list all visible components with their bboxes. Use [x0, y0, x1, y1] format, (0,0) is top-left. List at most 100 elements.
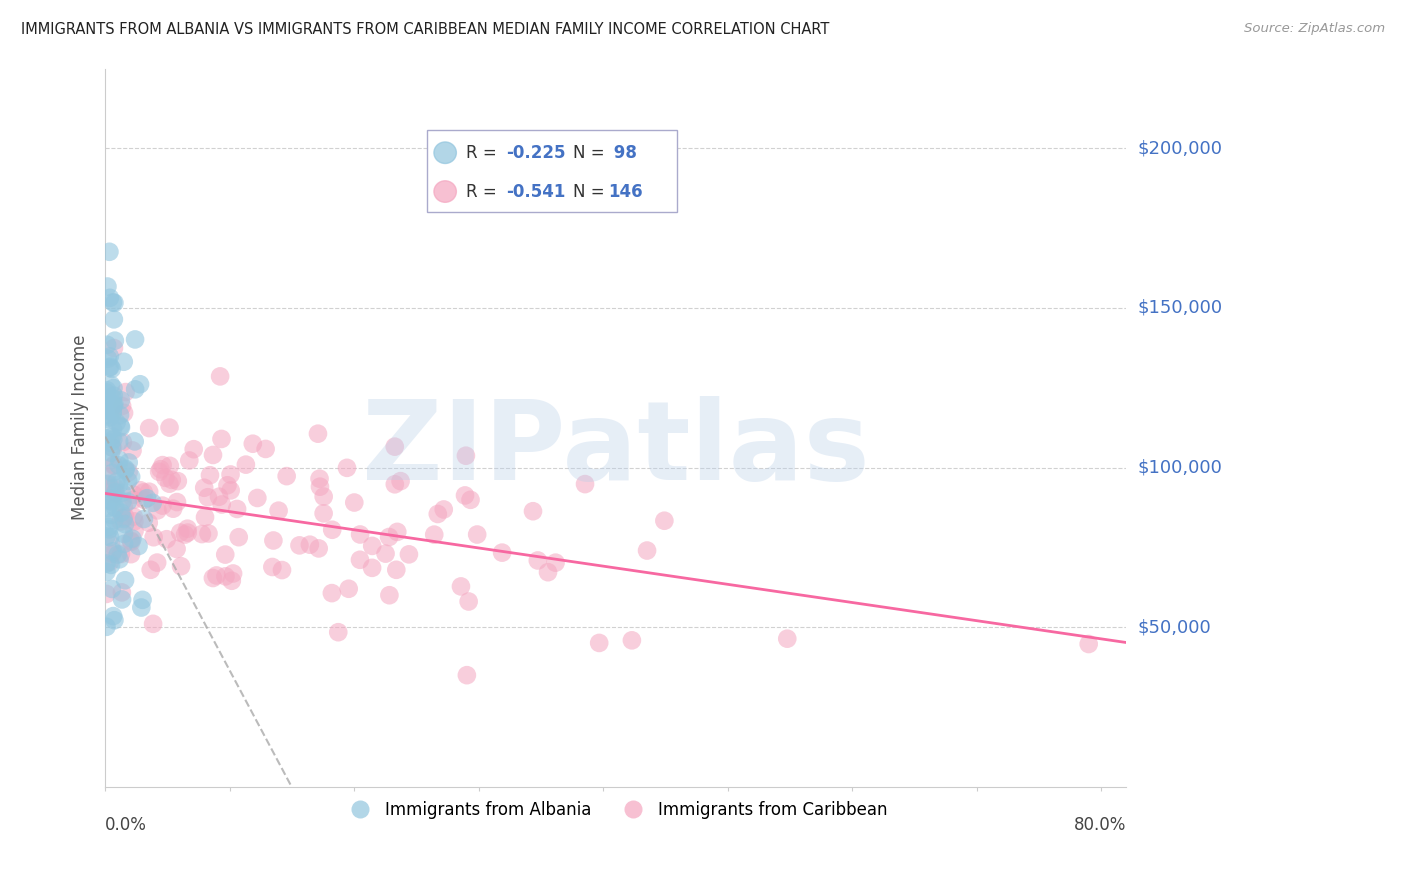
Text: $150,000: $150,000	[1137, 299, 1222, 317]
Point	[456, 668, 478, 682]
Point	[152, 499, 174, 513]
Point	[103, 389, 125, 403]
Point	[98, 493, 121, 508]
Point	[100, 558, 122, 572]
Point	[96, 620, 118, 634]
Point	[426, 507, 449, 521]
Point	[107, 548, 129, 562]
Point	[146, 503, 169, 517]
Point	[101, 582, 124, 596]
Point	[620, 633, 643, 648]
Point	[111, 399, 134, 413]
Point	[103, 398, 125, 412]
Point	[108, 477, 131, 491]
Point	[114, 517, 136, 532]
Point	[138, 516, 160, 530]
Point	[98, 398, 121, 412]
Point	[312, 507, 335, 521]
Point	[103, 312, 125, 326]
Point	[96, 469, 118, 483]
Point	[110, 420, 132, 434]
Point	[98, 522, 121, 536]
Text: IMMIGRANTS FROM ALBANIA VS IMMIGRANTS FROM CARIBBEAN MEDIAN FAMILY INCOME CORREL: IMMIGRANTS FROM ALBANIA VS IMMIGRANTS FR…	[21, 22, 830, 37]
Point	[308, 472, 330, 486]
Point	[198, 468, 221, 483]
Point	[205, 568, 228, 582]
Point	[636, 543, 658, 558]
Text: R =: R =	[465, 183, 502, 201]
Point	[221, 574, 243, 588]
Point	[378, 530, 401, 544]
Point	[96, 565, 118, 579]
Point	[398, 547, 420, 561]
Point	[460, 492, 482, 507]
Point	[361, 561, 384, 575]
Point	[159, 458, 181, 473]
Point	[134, 492, 156, 507]
Text: 80.0%: 80.0%	[1074, 815, 1126, 834]
Point	[121, 443, 143, 458]
Point	[267, 503, 290, 517]
Point	[242, 436, 264, 450]
Point	[122, 488, 145, 502]
Point	[96, 412, 118, 426]
Point	[114, 574, 136, 588]
Point	[321, 523, 343, 537]
Point	[211, 498, 233, 512]
Legend: Immigrants from Albania, Immigrants from Caribbean: Immigrants from Albania, Immigrants from…	[337, 794, 894, 825]
Point	[118, 455, 141, 469]
Point	[117, 494, 139, 508]
Point	[101, 441, 124, 455]
Point	[169, 525, 191, 540]
Point	[120, 534, 142, 549]
Point	[100, 508, 122, 522]
Point	[101, 495, 124, 509]
Point	[98, 360, 121, 375]
Point	[138, 421, 160, 435]
Point	[103, 613, 125, 627]
Point	[121, 532, 143, 546]
Point	[491, 546, 513, 560]
Point	[110, 506, 132, 520]
Point	[262, 533, 284, 548]
Point	[217, 478, 239, 492]
Point	[162, 501, 184, 516]
Point	[96, 338, 118, 352]
Point	[349, 527, 371, 541]
Point	[385, 563, 408, 577]
Point	[101, 487, 124, 501]
Point	[214, 569, 236, 583]
Y-axis label: Median Family Income: Median Family Income	[72, 335, 89, 520]
Point	[101, 406, 124, 420]
Point	[96, 432, 118, 446]
Text: 98: 98	[609, 144, 637, 161]
Point	[544, 556, 567, 570]
Point	[114, 462, 136, 476]
Point	[112, 512, 135, 526]
Ellipse shape	[434, 142, 457, 163]
Point	[108, 434, 131, 449]
Text: -0.225: -0.225	[506, 144, 565, 161]
Point	[361, 539, 384, 553]
Point	[433, 502, 456, 516]
Point	[100, 377, 122, 392]
Point	[110, 547, 132, 561]
Point	[100, 435, 122, 450]
Point	[107, 458, 129, 473]
Point	[139, 563, 162, 577]
Point	[209, 369, 232, 384]
Point	[114, 385, 136, 400]
Point	[104, 485, 127, 500]
Point	[336, 460, 359, 475]
Point	[387, 524, 409, 539]
Text: 0.0%: 0.0%	[105, 815, 148, 834]
Point	[193, 481, 215, 495]
Point	[98, 244, 121, 259]
Point	[101, 466, 124, 480]
Point	[111, 435, 134, 450]
Point	[308, 541, 330, 556]
Point	[454, 488, 477, 502]
Point	[254, 442, 277, 456]
Point	[96, 408, 118, 422]
Point	[276, 469, 298, 483]
